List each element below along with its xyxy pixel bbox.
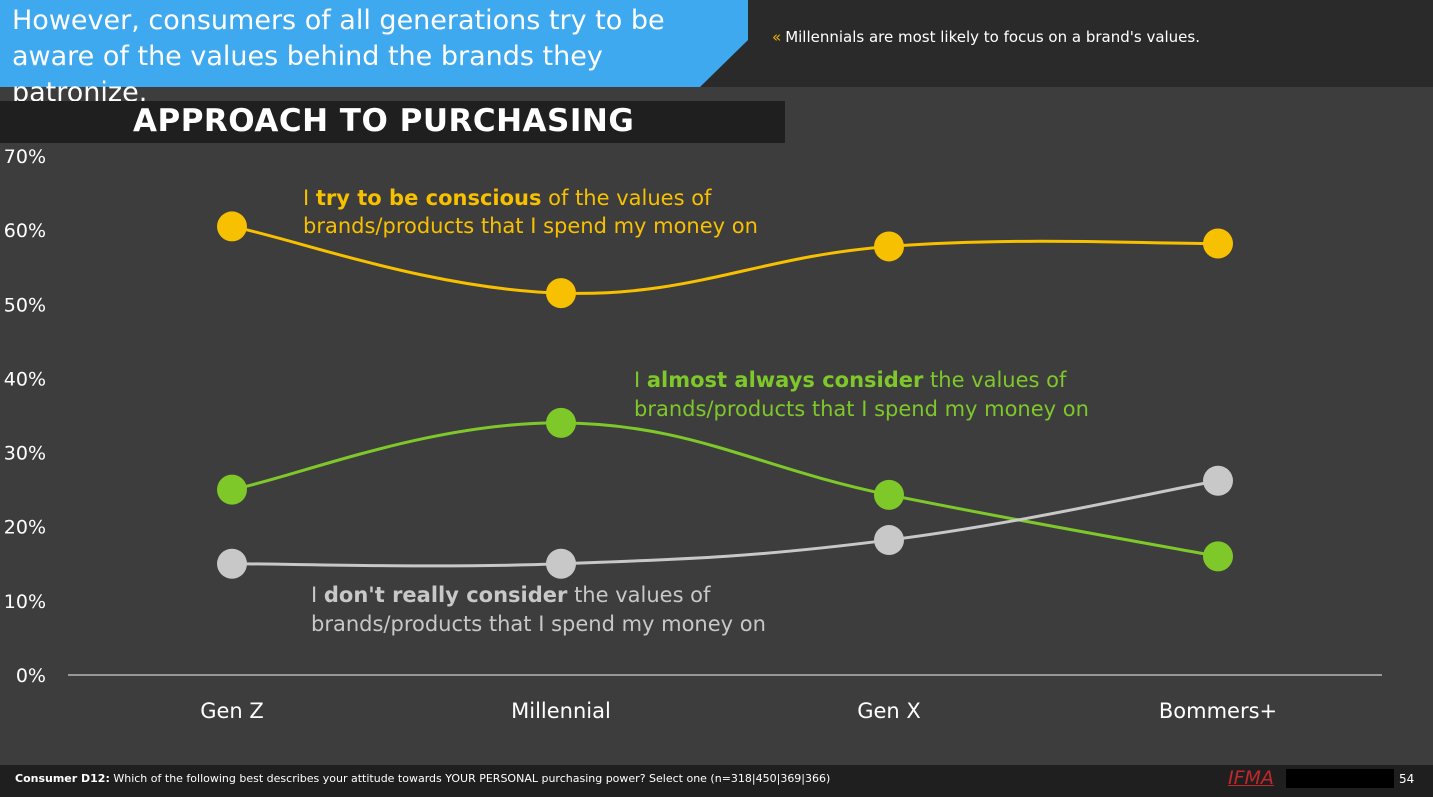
series-label-line1: I almost always consider the values of: [634, 368, 1067, 392]
subnote: «Millennials are most likely to focus on…: [772, 28, 1200, 46]
label-text: of the values of: [541, 186, 712, 210]
series-line: [231, 224, 1219, 295]
line-chart: 0%10%20%30%40%50%60%70% Gen Z Millennial G…: [4, 146, 1382, 723]
chart-title: APPROACH TO PURCHASING: [133, 103, 635, 139]
series-layer: [217, 211, 1233, 579]
data-point: [874, 231, 904, 262]
label-text: the values of: [923, 368, 1067, 392]
data-point: [546, 278, 576, 309]
data-point: [217, 548, 247, 579]
footer-label: Consumer D12:: [15, 772, 110, 785]
label-text: I: [303, 186, 316, 210]
series-line: [231, 421, 1219, 558]
footer-source: Consumer D12: Which of the following bes…: [15, 772, 830, 785]
data-point: [546, 407, 576, 438]
series-label-line2: brands/products that I spend my money on: [303, 214, 758, 238]
series-labels: I try to be conscious of the values of br…: [303, 186, 1089, 636]
y-tick-label: 0%: [16, 665, 46, 687]
data-point: [1203, 541, 1233, 572]
y-tick-label: 30%: [4, 443, 46, 465]
y-tick-label: 10%: [4, 591, 46, 613]
label-emphasis: don't really consider: [324, 583, 568, 607]
label-emphasis: try to be conscious: [316, 186, 542, 210]
data-point: [1203, 465, 1233, 496]
chevron-left-icon: «: [772, 28, 782, 46]
data-point: [546, 548, 576, 579]
y-tick-label: 70%: [4, 146, 46, 168]
series-label: I almost always consider the values of br…: [634, 368, 1089, 421]
x-tick-label: Millennial: [511, 699, 611, 723]
data-point: [1203, 228, 1233, 259]
redaction-box: [1286, 769, 1394, 788]
chart-title-band: [0, 101, 785, 143]
label-text: I: [311, 583, 324, 607]
y-tick-label: 60%: [4, 220, 46, 242]
headline-banner: [0, 0, 748, 87]
y-axis: 0% 10% 20% 30% 40% 50% 60% 70%: [4, 146, 46, 687]
series-label-line2: brands/products that I spend my money on: [311, 612, 766, 636]
ifma-logo: IFMA: [1228, 767, 1274, 789]
data-point: [874, 479, 904, 510]
x-tick-label: Gen Z: [200, 699, 264, 723]
footer-bar: [0, 765, 1433, 797]
label-text: I: [634, 368, 647, 392]
label-emphasis: almost always consider: [647, 368, 924, 392]
series-line: [231, 479, 1219, 568]
x-axis: Gen Z Millennial Gen X Bommers+: [68, 674, 1382, 723]
footer-question: Which of the following best describes yo…: [113, 772, 831, 785]
series-label: I don't really consider the values of bra…: [311, 583, 766, 636]
series-label-line1: I try to be conscious of the values of: [303, 186, 712, 210]
y-tick-label: 50%: [4, 294, 46, 316]
y-tick-label: 20%: [4, 517, 46, 539]
x-tick-label: Gen X: [857, 699, 921, 723]
data-point: [217, 211, 247, 242]
y-tick-label: 40%: [4, 368, 46, 390]
series-label: I try to be conscious of the values of br…: [303, 186, 758, 238]
page-number: 54: [1399, 772, 1415, 786]
subnote-text: Millennials are most likely to focus on …: [785, 28, 1200, 46]
series-label-line2: brands/products that I spend my money on: [634, 397, 1089, 421]
data-point: [874, 525, 904, 556]
data-point: [217, 474, 247, 505]
x-tick-label: Bommers+: [1159, 699, 1277, 723]
label-text: the values of: [567, 583, 711, 607]
series-label-line1: I don't really consider the values of: [311, 583, 711, 607]
